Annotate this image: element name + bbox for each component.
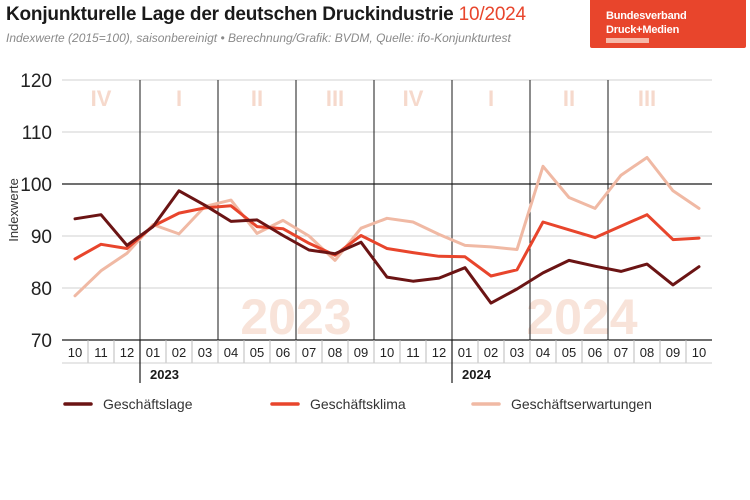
series-line-gesch-ftsklima — [73, 204, 701, 278]
logo-line-3 — [606, 38, 649, 43]
quarter-label-1: I — [176, 86, 182, 111]
x-tick-label: 06 — [276, 345, 290, 360]
quarter-label-2: II — [251, 86, 263, 111]
y-tick-90: 90 — [31, 227, 52, 248]
x-tick-label: 05 — [562, 345, 576, 360]
y-tick-110: 110 — [22, 123, 52, 144]
y-tick-80: 80 — [31, 279, 52, 300]
x-tick-label: 08 — [640, 345, 654, 360]
x-tick-label: 10 — [692, 345, 706, 360]
x-axis: 10 11 12 01 02 03 04 05 06 07 08 09 10 11 12 01 02 03 04 05… — [62, 339, 712, 383]
x-tick-label: 11 — [94, 345, 108, 360]
x-tick-label: 12 — [120, 345, 134, 360]
x-tick-label: 11 — [406, 345, 420, 360]
x-tick-label: 01 — [146, 345, 160, 360]
y-axis-label: Indexwerte — [6, 178, 21, 242]
x-tick-label: 02 — [172, 345, 186, 360]
quarter-label-3: III — [326, 86, 344, 111]
quarter-label-0: IV — [91, 86, 112, 111]
x-tick-label: 04 — [224, 345, 238, 360]
series-layer — [73, 156, 701, 305]
quarter-label-5: I — [488, 86, 494, 111]
x-tick-label: 04 — [536, 345, 550, 360]
title-date: 10/2024 — [458, 4, 526, 25]
legend: Geschäftslage Geschäftsklima Geschäftserwa… — [63, 396, 652, 412]
x-tick-label: 09 — [354, 345, 368, 360]
x-tick-label: 06 — [588, 345, 602, 360]
logo-line-2: Druck+Medien — [606, 24, 680, 36]
legend-label-2: Geschäftserwartungen — [511, 396, 652, 412]
y-axis: 70 80 90 100 110 120 Indexwerte — [6, 71, 52, 352]
x-tick-label: 08 — [328, 345, 342, 360]
y-tick-120: 120 — [20, 71, 52, 92]
x-tick-label: 01 — [458, 345, 472, 360]
x-tick-label: 07 — [302, 345, 316, 360]
chart-title: Konjunkturelle Lage der deutschen Drucki… — [6, 4, 526, 26]
x-tick-label: 10 — [380, 345, 394, 360]
title-main: Konjunkturelle Lage der deutschen Drucki… — [6, 4, 454, 25]
legend-label-0: Geschäftslage — [103, 396, 193, 412]
year-watermark-layer: 2023 2024 — [240, 289, 637, 345]
quarter-label-6: II — [563, 86, 575, 111]
quarter-label-7: III — [638, 86, 656, 111]
x-tick-label: 10 — [68, 345, 82, 360]
quarter-layer: IV I II III IV I II III — [91, 86, 657, 111]
x-tick-label: 07 — [614, 345, 628, 360]
chart-subtitle: Indexwerte (2015=100), saisonbereinigt •… — [6, 31, 511, 45]
x-tick-label: 05 — [250, 345, 264, 360]
x-tick-label: 09 — [666, 345, 680, 360]
y-tick-100: 100 — [20, 175, 52, 196]
quarter-label-4: IV — [403, 86, 424, 111]
x-tick-label: 12 — [432, 345, 446, 360]
x-tick-label: 03 — [510, 345, 524, 360]
series-line-gesch-ftslage — [73, 189, 701, 305]
x-tick-label: 03 — [198, 345, 212, 360]
x-tick-label: 02 — [484, 345, 498, 360]
year-label-2024: 2024 — [462, 367, 492, 382]
y-tick-70: 70 — [31, 331, 52, 352]
year-label-2023: 2023 — [150, 367, 179, 382]
bvdm-logo: Bundesverband Druck+Medien — [590, 0, 746, 48]
year-watermark-2024: 2024 — [526, 289, 637, 345]
logo-line-1: Bundesverband — [606, 10, 687, 22]
legend-label-1: Geschäftsklima — [310, 396, 406, 412]
series-line-gesch-ftserwartungen — [73, 156, 701, 298]
